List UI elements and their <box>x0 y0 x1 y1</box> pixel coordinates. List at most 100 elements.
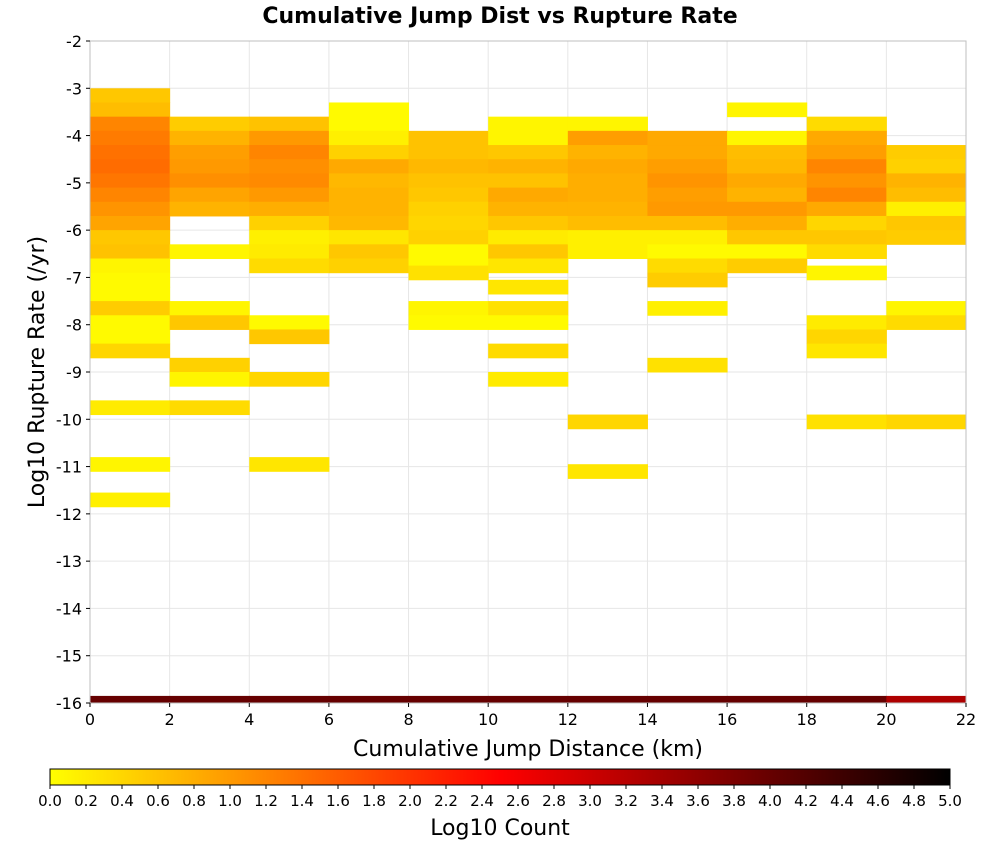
heatmap-cell <box>727 102 808 118</box>
heatmap-cell <box>806 315 887 330</box>
y-tick-label: -5 <box>66 174 82 193</box>
heatmap-cell <box>727 695 808 704</box>
colorbar-tick-label: 0.8 <box>182 792 206 810</box>
heatmap-cell <box>90 102 171 118</box>
heatmap-cell <box>567 145 648 160</box>
heatmap-cell <box>488 159 569 174</box>
colorbar-tick-label: 4.2 <box>794 792 818 810</box>
heatmap-cell <box>567 116 648 132</box>
heatmap-cell <box>647 695 728 704</box>
heatmap-cell <box>488 244 569 260</box>
colorbar-tick-label: 2.0 <box>398 792 422 810</box>
heatmap-cell <box>90 130 171 146</box>
heatmap-cell <box>886 187 967 203</box>
heatmap-cell <box>727 130 808 146</box>
colorbar-tick-label: 4.4 <box>830 792 854 810</box>
x-axis-ticks: 0 2 4 6 8 10 12 14 16 18 20 22 <box>85 703 976 729</box>
heatmap-cell <box>90 315 171 330</box>
x-axis-label: Cumulative Jump Distance (km) <box>353 737 703 762</box>
heatmap-cell <box>488 201 569 217</box>
y-tick-label: -14 <box>56 599 82 618</box>
x-tick-label: 2 <box>165 710 175 729</box>
heatmap-cell <box>647 130 728 146</box>
heatmap-cell <box>90 201 171 217</box>
heatmap-cell <box>886 230 967 245</box>
heatmap-cell <box>169 244 250 260</box>
heatmap-cell <box>328 116 410 132</box>
colorbar-tick-label: 2.4 <box>470 792 494 810</box>
heatmap-cell <box>328 173 410 189</box>
heatmap-cell <box>727 215 808 231</box>
heatmap-cell <box>169 301 250 316</box>
colorbar-tick-label: 1.4 <box>290 792 314 810</box>
heatmap-cell <box>169 400 250 416</box>
heatmap-cell <box>567 130 648 146</box>
heatmap-cell <box>727 230 808 245</box>
heatmap-cell <box>328 258 410 274</box>
heatmap-cell <box>169 159 250 174</box>
colorbar <box>49 768 951 786</box>
heatmap-cell <box>727 258 808 274</box>
y-tick-label: -8 <box>66 316 82 335</box>
heatmap-cell <box>249 187 330 203</box>
heatmap-cell <box>488 215 569 231</box>
colorbar-tick-label: 3.6 <box>686 792 710 810</box>
heatmap-cell <box>488 343 569 359</box>
heatmap-cell <box>488 230 569 245</box>
x-tick-label: 6 <box>324 710 334 729</box>
heatmap-cell <box>727 244 808 260</box>
heatmap-cell <box>488 315 569 330</box>
heatmap-cell <box>328 130 410 146</box>
heatmap-cell <box>408 301 489 316</box>
heatmap-cell <box>567 414 648 430</box>
heatmap-cell <box>727 159 808 174</box>
heatmap-cell <box>408 315 489 330</box>
heatmap-cell <box>249 159 330 174</box>
y-tick-label: -11 <box>56 458 82 477</box>
colorbar-tick-label: 4.8 <box>902 792 926 810</box>
heatmap-cell <box>249 215 330 231</box>
heatmap-cell <box>249 315 330 330</box>
heatmap-cell <box>169 173 250 189</box>
heatmap-cell <box>727 201 808 217</box>
heatmap-cell <box>886 301 967 316</box>
heatmap-cell <box>647 215 728 231</box>
heatmap-cell <box>249 695 330 704</box>
heatmap-cell <box>567 173 648 189</box>
heatmap-cell <box>408 201 489 217</box>
y-tick-label: -9 <box>66 363 82 382</box>
heatmap-cell <box>90 400 171 416</box>
heatmap-cell <box>488 301 569 316</box>
heatmap-cell <box>567 244 648 260</box>
heatmap-cell <box>886 201 967 217</box>
heatmap-cell <box>886 414 967 430</box>
chart-title: Cumulative Jump Dist vs Rupture Rate <box>262 4 737 29</box>
heatmap-cell <box>249 116 330 132</box>
y-tick-label: -2 <box>66 32 82 51</box>
y-tick-label: -12 <box>56 505 82 524</box>
heatmap-cell <box>90 215 171 231</box>
heatmap-cell <box>90 244 171 260</box>
x-tick-label: 22 <box>956 710 976 729</box>
heatmap-cell <box>249 145 330 160</box>
heatmap-cell <box>90 230 171 245</box>
colorbar-tick-label: 0.0 <box>38 792 62 810</box>
heatmap-cell <box>806 230 887 245</box>
heatmap-cell <box>169 116 250 132</box>
heatmap-cell <box>249 201 330 217</box>
heatmap-cell <box>806 159 887 174</box>
y-tick-label: -15 <box>56 647 82 666</box>
heatmap-cell <box>408 230 489 245</box>
heatmap-cell <box>169 201 250 217</box>
heatmap-cell <box>647 187 728 203</box>
heatmap-cell <box>647 173 728 189</box>
x-tick-label: 4 <box>244 710 254 729</box>
heatmap-cell <box>488 145 569 160</box>
colorbar-tick-label: 1.0 <box>218 792 242 810</box>
heatmap-cell <box>90 116 171 132</box>
y-tick-label: -16 <box>56 694 82 713</box>
heatmap-cell <box>488 173 569 189</box>
heatmap-cell <box>727 145 808 160</box>
heatmap-cell <box>90 88 171 103</box>
